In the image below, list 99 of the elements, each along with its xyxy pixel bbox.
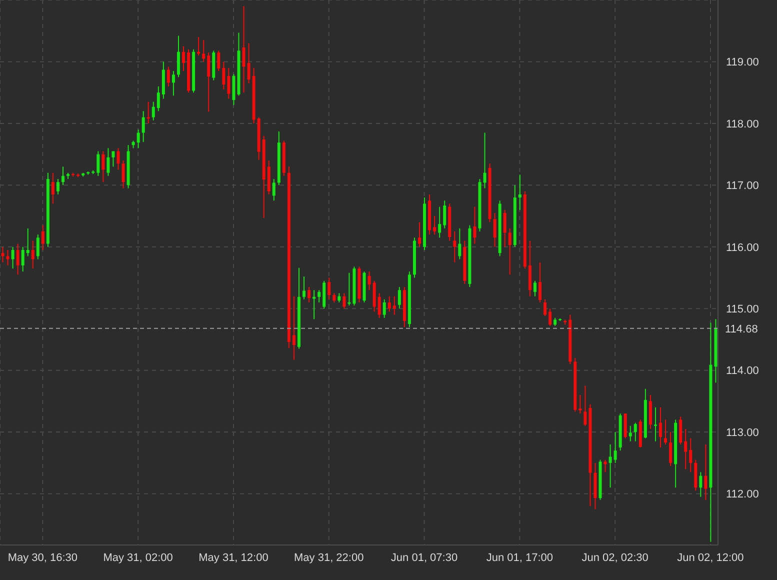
- candlestick: [608, 444, 612, 488]
- candlestick: [398, 286, 401, 310]
- candlestick: [483, 132, 486, 189]
- y-tick-label: 113.00: [726, 426, 759, 439]
- candlestick: [382, 298, 386, 318]
- candlestick: [176, 35, 180, 78]
- candlestick: [493, 212, 496, 248]
- candlestick: [648, 394, 652, 430]
- candlestick: [6, 249, 10, 266]
- x-tick-label: Jun 02, 02:30: [582, 552, 648, 564]
- candlestick: [458, 228, 462, 260]
- candlestick: [664, 419, 668, 445]
- candlestick: [292, 296, 296, 360]
- candlestick: [272, 178, 276, 202]
- candlestick: [538, 262, 542, 303]
- x-tick-label: May 31, 02:00: [103, 552, 173, 564]
- candlestick: [116, 148, 120, 170]
- candlestick: [62, 166, 65, 186]
- candlestick: [453, 230, 456, 263]
- candlestick: [222, 61, 226, 90]
- candlestick: [328, 277, 331, 300]
- y-tick-label: 112.00: [726, 488, 759, 501]
- y-tick-label: 119.00: [726, 56, 759, 69]
- y-tick-label: 115.00: [726, 304, 759, 316]
- candlestick: [699, 472, 702, 498]
- candlestick: [604, 459, 607, 473]
- y-tick-label: 117.00: [726, 180, 759, 192]
- candlestick: [51, 172, 54, 204]
- candlestick: [182, 46, 186, 72]
- ref-line-label: 114.68: [725, 323, 758, 336]
- candlestick: [318, 290, 321, 303]
- candlestick: [308, 286, 311, 303]
- candlestick: [342, 292, 346, 310]
- candlestick: [378, 292, 381, 318]
- candlestick: [388, 296, 391, 312]
- candlestick: [578, 394, 582, 414]
- candlestick: [247, 42, 250, 84]
- candlestick: [503, 209, 506, 248]
- y-tick-label: 116.00: [726, 242, 759, 254]
- y-tick-label: 118.00: [726, 118, 759, 130]
- x-tick-label: Jun 01, 17:00: [486, 552, 554, 564]
- candlestick: [473, 206, 476, 244]
- x-tick-label: May 31, 22:00: [294, 552, 364, 564]
- candlestick: [548, 308, 552, 326]
- candlestick: [16, 243, 20, 276]
- candlestick: [96, 150, 100, 176]
- candlestick: [624, 413, 627, 439]
- x-tick-label: May 30, 16:30: [8, 552, 78, 564]
- candlestick: [704, 444, 708, 500]
- candlestick: [152, 101, 155, 121]
- candlestick: [368, 271, 371, 291]
- candlestick: [166, 66, 170, 87]
- candlestick: [684, 428, 688, 470]
- candlestick: [56, 178, 60, 195]
- candlestick: [156, 86, 160, 112]
- candlestick: [628, 425, 632, 442]
- candlestick: [518, 174, 522, 210]
- candlestick: [217, 50, 220, 72]
- candlestick: [242, 6, 246, 94]
- candlestick: [508, 228, 512, 276]
- candlestick: [202, 40, 206, 62]
- candlestick: [172, 70, 175, 96]
- x-tick-label: Jun 01, 07:30: [390, 552, 458, 564]
- candlestick: [438, 206, 442, 238]
- candlestick: [142, 110, 145, 142]
- x-tick-label: Jun 02, 12:00: [677, 552, 744, 564]
- candlestick: [227, 67, 230, 100]
- candlestick: [106, 148, 110, 176]
- candlestick: [302, 276, 306, 300]
- candlestick: [41, 224, 44, 250]
- candlestick: [21, 246, 24, 272]
- candlestick: [418, 222, 421, 248]
- candlestick: [614, 432, 617, 464]
- candlestick: [669, 432, 672, 466]
- candlestick: [332, 292, 336, 303]
- candlestick: [338, 292, 341, 303]
- candlestick: [11, 246, 14, 269]
- candlestick: [544, 298, 547, 317]
- candlestick: [659, 406, 662, 448]
- candlestick: [689, 438, 692, 473]
- candlestick: [26, 228, 30, 257]
- x-tick-label: May 31, 12:00: [198, 552, 268, 564]
- candlestick: [634, 422, 637, 442]
- candlestick: [112, 150, 115, 168]
- candlestick: [102, 150, 105, 183]
- candlestick: [654, 406, 657, 442]
- candlestick: [443, 200, 446, 229]
- candlestick: [31, 240, 34, 269]
- candlestick: [679, 416, 682, 445]
- candlestick: [36, 234, 40, 260]
- candlestick: [136, 129, 140, 149]
- y-tick-label: 114.00: [726, 365, 759, 378]
- candlestick: [122, 160, 125, 189]
- candlestick: [392, 296, 396, 316]
- candlestick: [207, 52, 210, 112]
- candlestick: [584, 385, 587, 426]
- candlestick: [533, 280, 536, 297]
- candlestick: [433, 216, 436, 236]
- candlestick: [1, 246, 4, 263]
